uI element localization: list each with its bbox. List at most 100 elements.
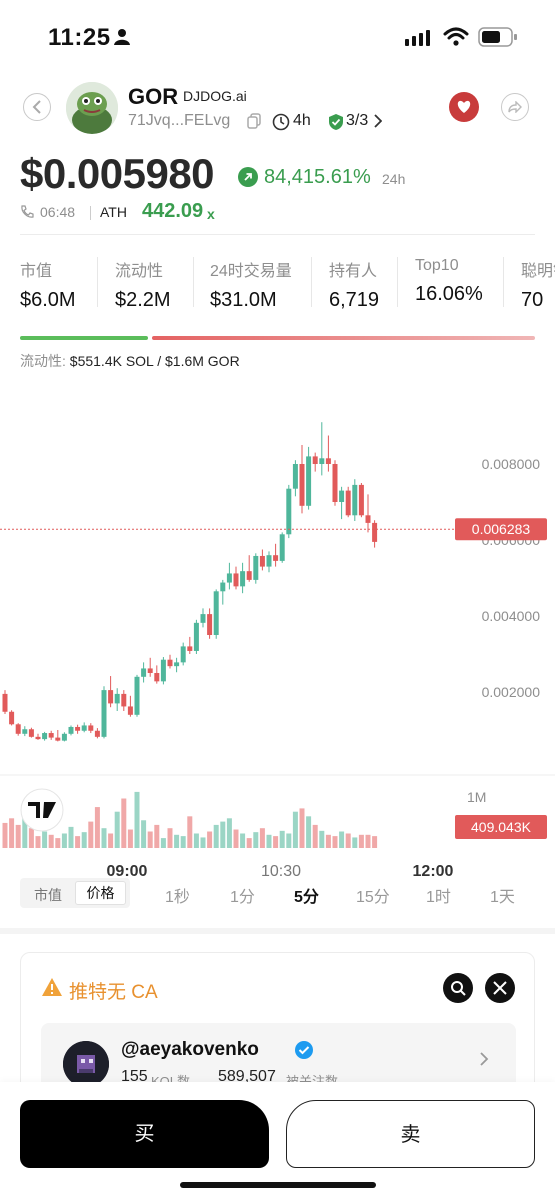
- candle-body: [345, 490, 351, 516]
- status-bar: 11:25: [0, 0, 555, 75]
- chevron-right-icon: [374, 114, 382, 128]
- timeframe-1h[interactable]: 1时: [426, 889, 451, 906]
- volume-bar: [15, 824, 21, 848]
- token-domain[interactable]: DJDOG.ai: [183, 88, 247, 104]
- volume-bar: [352, 837, 358, 848]
- mode-price[interactable]: 价格: [75, 881, 126, 905]
- cellular-signal-icon: [405, 30, 430, 46]
- call-time: 06:48: [40, 204, 76, 220]
- warning-icon: [42, 978, 62, 996]
- timeframe-1m[interactable]: 1分: [230, 889, 255, 906]
- volume-bar: [220, 821, 226, 848]
- stat-holders[interactable]: 持有人 6,719: [329, 257, 379, 312]
- divider: [311, 257, 312, 307]
- volume-bar: [240, 833, 246, 848]
- stat-smart-money[interactable]: 聪明钱 70: [521, 257, 555, 312]
- volume-bar: [94, 807, 100, 848]
- volume-bar: [306, 816, 312, 848]
- ath-multiple: 442.09: [142, 200, 204, 222]
- copy-icon[interactable]: [247, 113, 261, 129]
- kol-handle: @aeyakovenko: [121, 1039, 259, 1060]
- timeframe-15m[interactable]: 15分: [356, 889, 390, 906]
- x-tick-label: 10:30: [261, 863, 301, 880]
- volume-bar: [365, 834, 371, 848]
- mode-market-cap[interactable]: 市值: [34, 887, 62, 903]
- current-price: $0.005980: [20, 150, 215, 197]
- candle-body: [2, 693, 8, 712]
- candle-body: [28, 729, 34, 737]
- ath-suffix: x: [207, 206, 215, 222]
- volume-bar: [226, 818, 232, 848]
- volume-bar: [147, 831, 153, 848]
- volume-bar: [233, 829, 239, 848]
- clock-icon: [272, 113, 290, 131]
- liquidity-value: $551.4K SOL / $1.6M GOR: [69, 353, 240, 369]
- volume-bar: [339, 831, 345, 848]
- candle-body: [253, 555, 259, 580]
- stat-top10[interactable]: Top10 16.06%: [415, 257, 483, 306]
- verified-badge-icon: [295, 1041, 313, 1059]
- back-button[interactable]: [23, 93, 51, 121]
- favorite-button[interactable]: [449, 92, 479, 122]
- candle-body: [121, 693, 127, 707]
- volume-bar: [28, 828, 34, 848]
- volume-bar: [213, 824, 219, 848]
- volume-bar: [154, 824, 160, 848]
- x-twitter-button[interactable]: [485, 973, 515, 1003]
- search-button[interactable]: [443, 973, 473, 1003]
- candle-body: [220, 582, 226, 592]
- volume-bar: [319, 830, 325, 848]
- candle-body: [167, 659, 173, 667]
- volume-bar: [141, 820, 147, 848]
- volume-bar: [9, 818, 15, 848]
- share-button[interactable]: [501, 93, 529, 121]
- volume-bar: [167, 828, 173, 848]
- token-ticker: GOR: [128, 84, 179, 109]
- volume-bar: [279, 830, 285, 848]
- stat-market-cap[interactable]: 市值 $6.0M: [20, 257, 76, 312]
- candle-body: [325, 458, 331, 464]
- contract-address[interactable]: 71Jvq...FELvg: [128, 112, 231, 129]
- stat-value: $6.0M: [20, 289, 76, 311]
- volume-bar: [127, 829, 133, 848]
- candle-body: [134, 676, 140, 715]
- liquidity-sol-bar: [20, 336, 148, 340]
- volume-bar: [200, 837, 206, 848]
- stat-value: $2.2M: [115, 289, 171, 311]
- volume-bar: [134, 791, 140, 848]
- sell-button[interactable]: 卖: [286, 1100, 535, 1168]
- volume-bar: [35, 836, 41, 848]
- audit-score[interactable]: 3/3: [346, 112, 369, 129]
- timeframe-1s[interactable]: 1秒: [165, 889, 190, 906]
- timeframe-1d[interactable]: 1天: [490, 889, 515, 906]
- stat-volume-24h[interactable]: 24时交易量 $31.0M: [210, 257, 292, 312]
- person-icon: [114, 29, 130, 45]
- search-icon: [451, 981, 466, 996]
- chart-mode-toggle: 市值 价格: [20, 878, 130, 908]
- price-change-period: 24h: [382, 171, 406, 187]
- stat-label: 持有人: [329, 263, 378, 280]
- kol-avatar: [63, 1041, 109, 1087]
- candle-body: [266, 555, 272, 567]
- price-change: 84,415.61%: [264, 166, 371, 188]
- candle-body: [339, 490, 345, 502]
- wifi-icon: [443, 27, 469, 46]
- liquidity-token-bar: [152, 336, 535, 340]
- candle-body: [259, 555, 265, 567]
- candle-body: [292, 464, 298, 489]
- candle-body: [68, 726, 74, 734]
- stat-liquidity[interactable]: 流动性 $2.2M: [115, 257, 171, 312]
- y-tick-label: 0.004000: [482, 608, 541, 624]
- candle-body: [299, 464, 305, 506]
- volume-bar: [2, 822, 8, 848]
- timeframe-5m[interactable]: 5分: [294, 889, 319, 906]
- candle-body: [141, 668, 147, 677]
- divider: [503, 257, 504, 307]
- candle-body: [312, 456, 318, 464]
- volume-label: 409.043K: [471, 819, 532, 835]
- volume-bar: [88, 821, 94, 848]
- home-indicator: [180, 1182, 376, 1188]
- buy-button[interactable]: 买: [20, 1100, 269, 1168]
- stat-value: 70: [521, 289, 544, 311]
